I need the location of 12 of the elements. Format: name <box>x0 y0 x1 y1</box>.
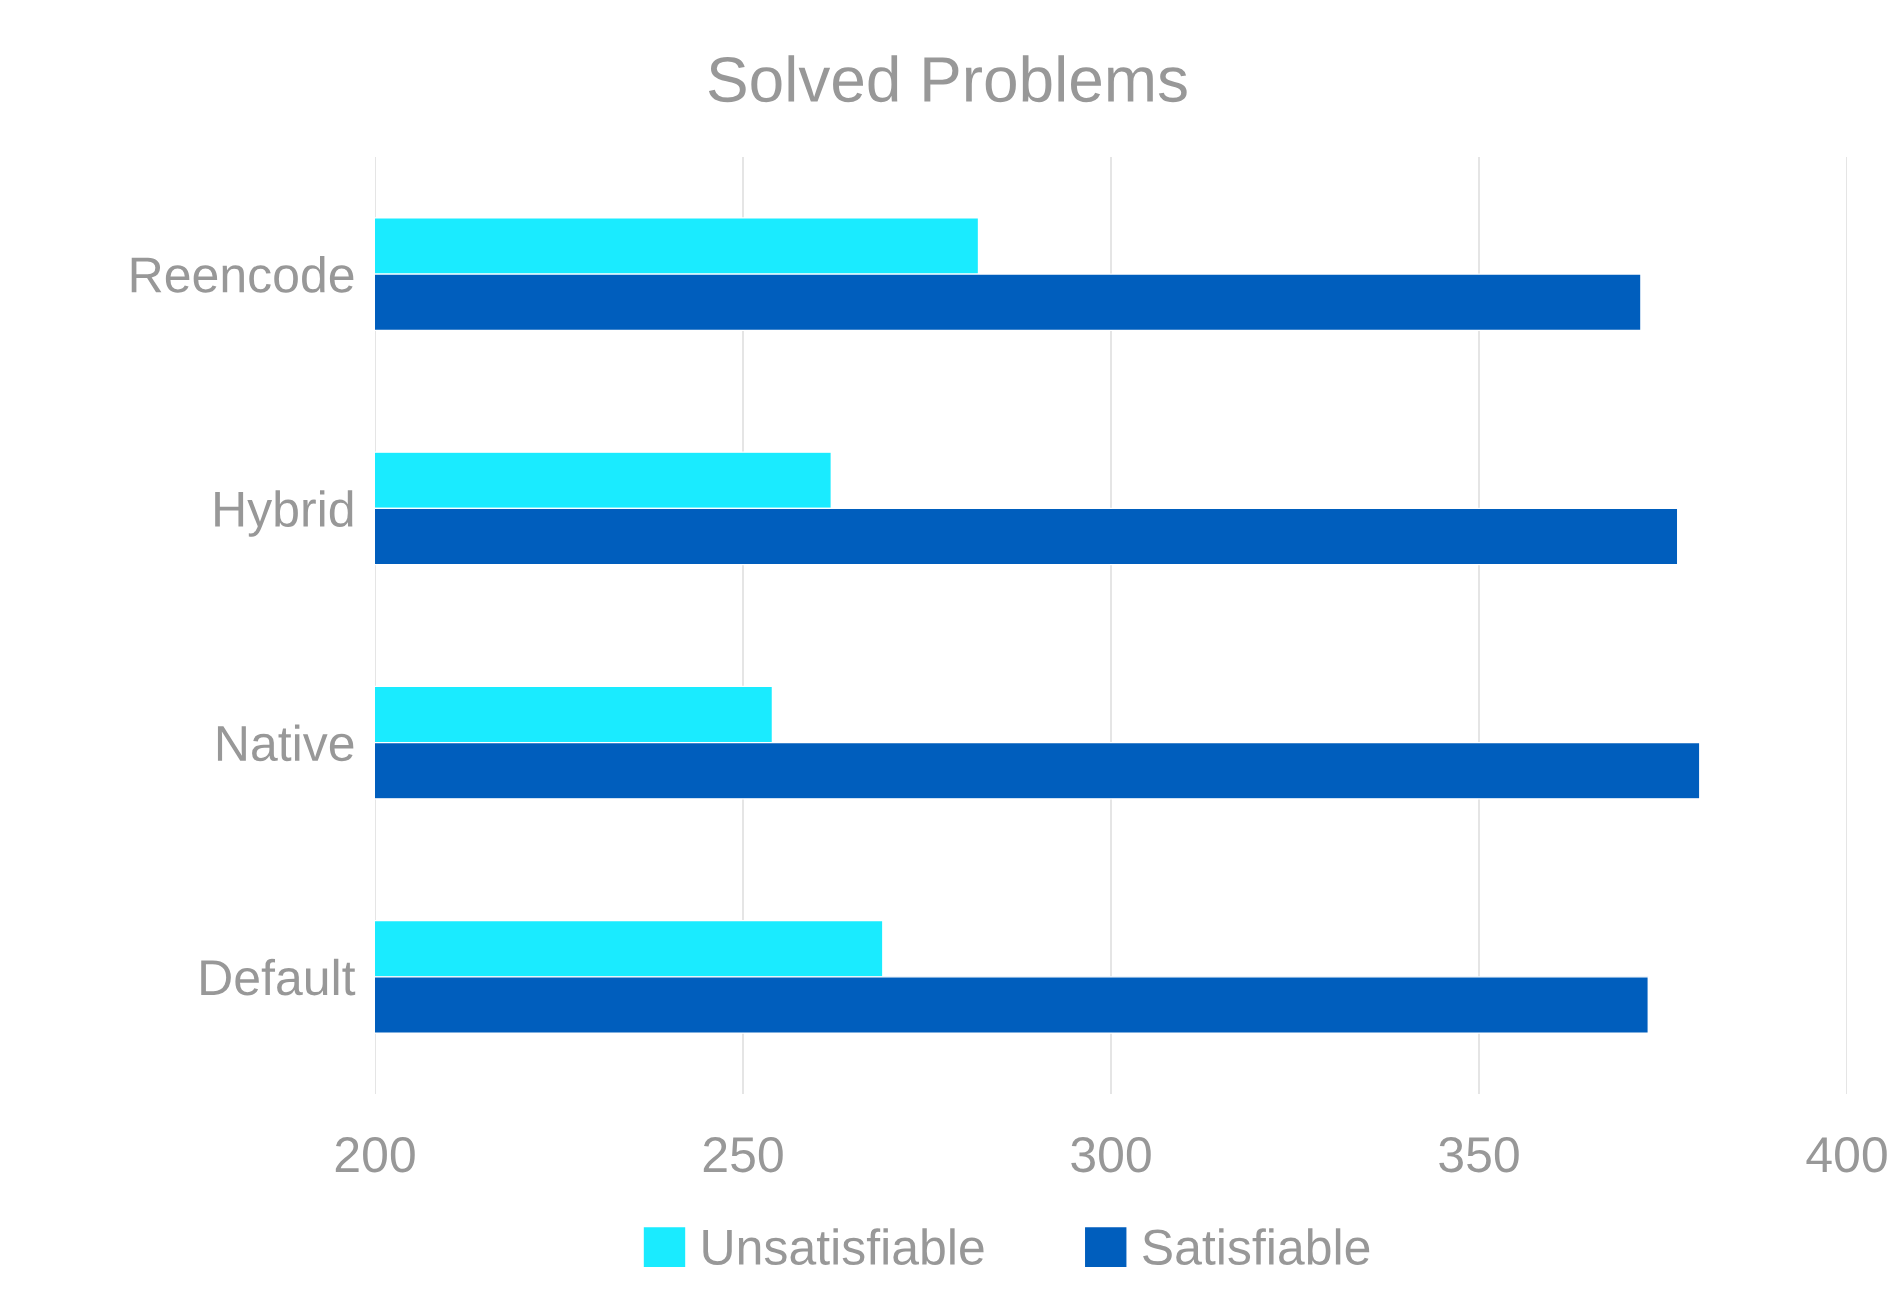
chart-title: Solved Problems <box>708 55 1187 103</box>
y-tick-label: Reencode <box>131 256 354 293</box>
x-tick-label: 200 <box>335 1136 415 1173</box>
x-tick-label: 400 <box>1806 1136 1887 1173</box>
y-tick-label: Default <box>201 958 356 996</box>
x-tick-label: 250 <box>703 1136 783 1173</box>
legend-label: Satisfiable <box>1143 1228 1370 1266</box>
y-tick-label: Hybrid <box>215 490 353 537</box>
x-tick-label: 350 <box>1439 1136 1519 1173</box>
legend-label: Unsatisfiable <box>703 1228 984 1266</box>
y-tick-label: Native <box>217 724 354 762</box>
x-tick-label: 300 <box>1071 1136 1151 1173</box>
